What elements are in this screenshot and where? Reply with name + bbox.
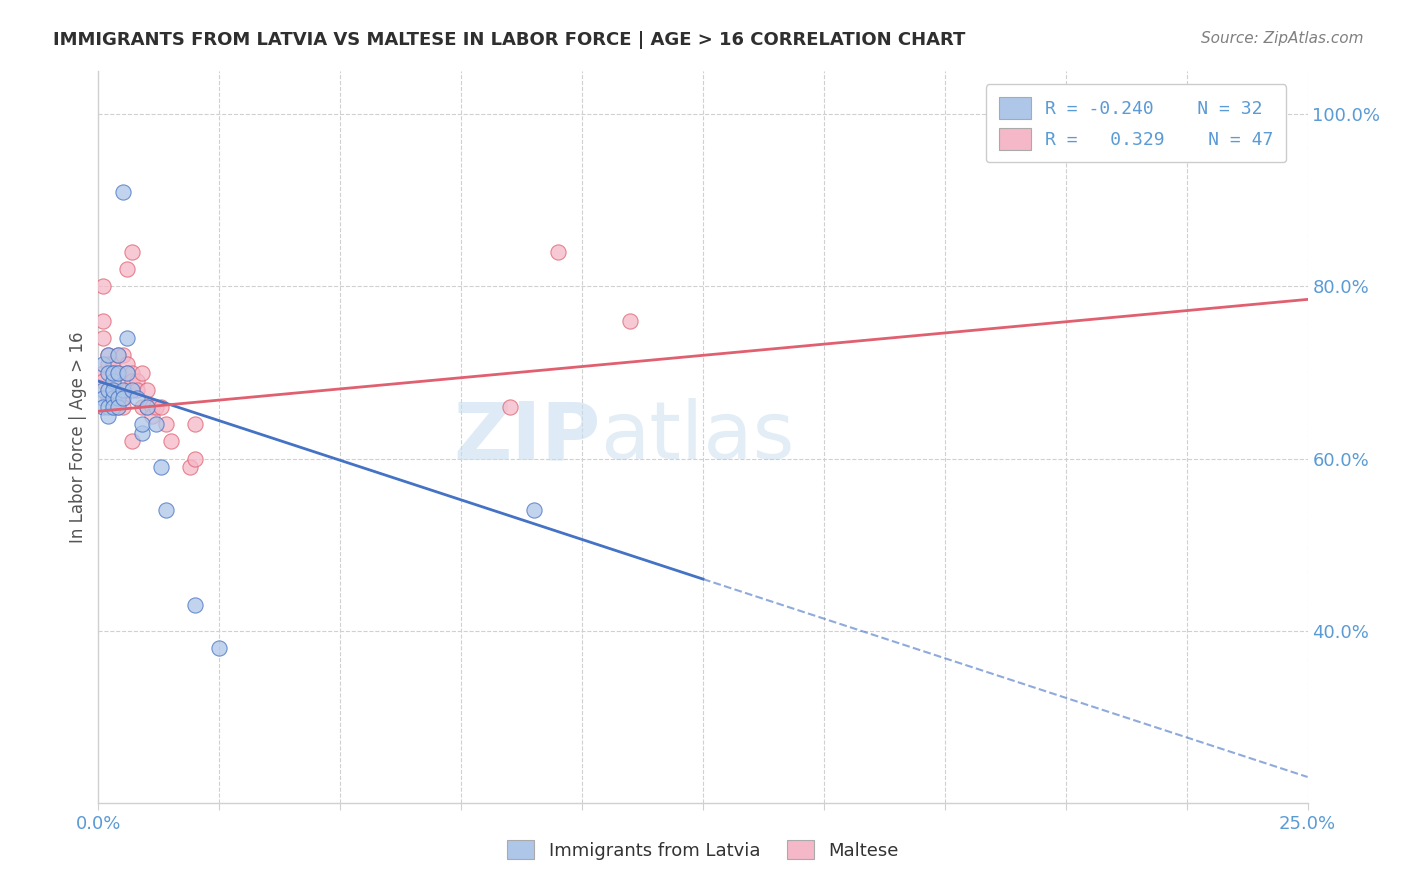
Point [91, 392, 114, 406]
Y-axis label: In Labor Force | Age > 16: In Labor Force | Age > 16 [69, 331, 87, 543]
Point [101, 400, 124, 414]
Point [107, 392, 129, 406]
Point [179, 460, 201, 475]
Point [107, 400, 129, 414]
Point [111, 400, 134, 414]
Point [101, 366, 124, 380]
Point [150, 460, 173, 475]
Point [97, 357, 120, 371]
Point [101, 357, 124, 371]
Point [127, 383, 149, 397]
Point [208, 640, 231, 655]
Point [117, 262, 139, 277]
Point [107, 348, 129, 362]
Point [91, 366, 114, 380]
Point [145, 417, 167, 432]
Point [127, 374, 149, 388]
Point [97, 366, 120, 380]
Point [184, 451, 207, 466]
Point [91, 331, 114, 345]
Point [101, 400, 124, 414]
Point [91, 374, 114, 388]
Legend: Immigrants from Latvia, Maltese: Immigrants from Latvia, Maltese [499, 832, 907, 867]
Point [107, 366, 129, 380]
Point [131, 425, 153, 440]
Text: ZIP: ZIP [453, 398, 600, 476]
Point [131, 400, 153, 414]
Point [91, 383, 114, 397]
Point [523, 503, 546, 517]
Point [145, 400, 167, 414]
Point [101, 392, 124, 406]
Point [101, 392, 124, 406]
Point [160, 434, 183, 449]
Point [184, 598, 207, 612]
Text: Source: ZipAtlas.com: Source: ZipAtlas.com [1201, 31, 1364, 46]
Point [131, 417, 153, 432]
Point [91, 400, 114, 414]
Point [127, 392, 149, 406]
Point [107, 366, 129, 380]
Text: IMMIGRANTS FROM LATVIA VS MALTESE IN LABOR FORCE | AGE > 16 CORRELATION CHART: IMMIGRANTS FROM LATVIA VS MALTESE IN LAB… [53, 31, 966, 49]
Point [101, 374, 124, 388]
Point [619, 314, 641, 328]
Point [121, 383, 143, 397]
Point [101, 383, 124, 397]
Point [91, 314, 114, 328]
Point [141, 400, 163, 414]
Point [111, 392, 134, 406]
Point [141, 409, 163, 423]
Point [498, 400, 520, 414]
Point [135, 400, 157, 414]
Point [91, 357, 114, 371]
Point [131, 366, 153, 380]
Point [97, 409, 120, 423]
Point [184, 417, 207, 432]
Point [111, 348, 134, 362]
Point [97, 383, 120, 397]
Point [135, 400, 157, 414]
Point [107, 374, 129, 388]
Point [117, 366, 139, 380]
Point [117, 357, 139, 371]
Point [117, 366, 139, 380]
Point [111, 185, 134, 199]
Point [101, 374, 124, 388]
Text: atlas: atlas [600, 398, 794, 476]
Point [97, 383, 120, 397]
Point [107, 400, 129, 414]
Point [97, 348, 120, 362]
Point [155, 503, 177, 517]
Point [97, 392, 120, 406]
Point [111, 392, 134, 406]
Point [121, 366, 143, 380]
Point [155, 417, 177, 432]
Point [97, 348, 120, 362]
Point [91, 279, 114, 293]
Point [547, 245, 569, 260]
Point [150, 400, 173, 414]
Point [121, 374, 143, 388]
Point [121, 434, 143, 449]
Point [117, 331, 139, 345]
Point [97, 400, 120, 414]
Point [121, 245, 143, 260]
Point [117, 383, 139, 397]
Point [111, 383, 134, 397]
Point [101, 366, 124, 380]
Point [135, 383, 157, 397]
Point [107, 348, 129, 362]
